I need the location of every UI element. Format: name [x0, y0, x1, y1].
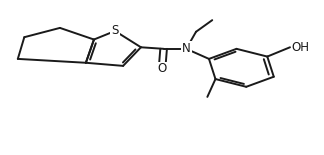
Text: S: S	[111, 24, 119, 38]
Text: N: N	[182, 42, 191, 55]
Text: O: O	[157, 62, 167, 75]
Text: OH: OH	[292, 41, 310, 54]
